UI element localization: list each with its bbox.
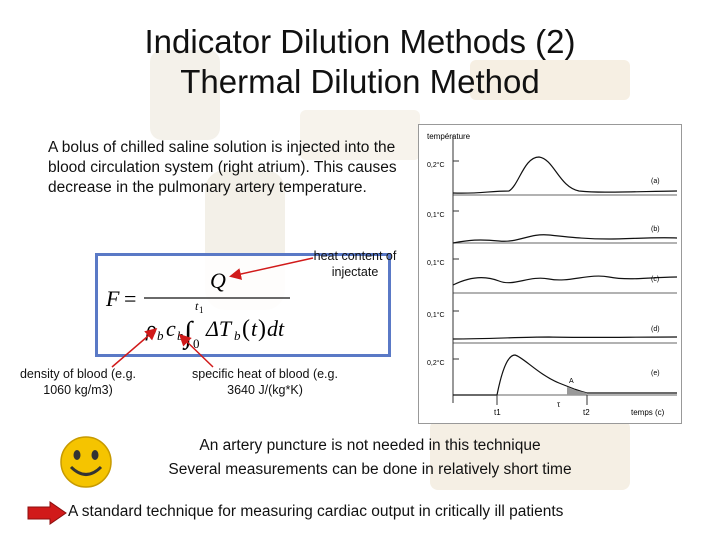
formula-rparen: ) <box>258 316 266 342</box>
specific-heat-annotation: specific heat of blood (e.g. 3640 J/(kg*… <box>192 367 338 397</box>
panel-b-curve <box>452 234 678 244</box>
heat-content-arrow <box>229 257 314 280</box>
formula-upper-sub: 1 <box>199 305 204 315</box>
intro-paragraph: A bolus of chilled saline solution is in… <box>48 139 397 196</box>
panel-e-tau: τ <box>557 400 561 409</box>
panel-e-area-label: A <box>569 378 574 385</box>
title-line-1: Indicator Dilution Methods (2) <box>144 23 576 60</box>
formula-equals: = <box>124 286 136 311</box>
formula-lparen: ( <box>242 316 250 342</box>
formula-delta-sub: b <box>234 328 241 343</box>
panel-e-curve <box>453 354 677 396</box>
panel-a-scale: 0,2°C <box>427 161 445 169</box>
bullet-line-2: Several measurements can be done in rela… <box>168 461 572 478</box>
t2-label: t2 <box>583 408 590 417</box>
panel-a-curve <box>452 156 678 194</box>
panel-d-curve <box>452 336 678 340</box>
formula-c: c <box>166 316 176 341</box>
panel-a-label: (a) <box>651 178 660 185</box>
smiley-face-icon <box>60 436 112 488</box>
density-arrow <box>111 328 158 368</box>
formula-t: t <box>251 316 258 341</box>
specific-heat-arrow <box>178 333 214 368</box>
formula-dt: dt <box>267 316 285 341</box>
temperature-curves-figure: température 0,2°C (a) 0,1°C (b) 0,1°C (c… <box>418 124 682 424</box>
cardiac-output-formula: F = Q ρ b c b ∫ t 1 0 ΔT b ( t ) dt <box>105 268 290 351</box>
panel-e-scale: 0,2°C <box>427 359 445 367</box>
t1-label: t1 <box>494 408 501 417</box>
formula-lhs: F <box>105 286 120 311</box>
formula-rho-sub: b <box>157 328 164 343</box>
panel-b-label: (b) <box>651 226 660 233</box>
panel-c-scale: 0,1°C <box>427 259 445 267</box>
bullet-text: An artery puncture is not needed in this… <box>120 434 620 482</box>
heat-content-annotation: heat content of injectate <box>313 249 397 279</box>
panel-d-label: (d) <box>651 326 660 333</box>
panel-e-area <box>567 387 587 395</box>
formula-upper: t <box>195 299 199 313</box>
panel-c-curve <box>452 275 678 286</box>
density-annotation: density of blood (e.g. 1060 kg/m3) <box>19 367 137 397</box>
formula-lower: 0 <box>193 336 200 351</box>
panel-c-label: (c) <box>651 276 659 283</box>
temperature-curves-svg: température 0,2°C (a) 0,1°C (b) 0,1°C (c… <box>427 132 678 417</box>
graph-x-label: temps (c) <box>631 408 665 417</box>
final-statement: A standard technique for measuring cardi… <box>68 503 564 520</box>
panel-d-scale: 0,1°C <box>427 311 445 319</box>
formula-numerator: Q <box>210 268 226 293</box>
title-line-2: Thermal Dilution Method <box>180 63 540 100</box>
bullet-line-1: An artery puncture is not needed in this… <box>199 437 541 454</box>
right-arrow-icon <box>27 501 67 525</box>
formula-delta: ΔT <box>205 316 233 341</box>
panel-b-scale: 0,1°C <box>427 211 445 219</box>
graph-title: température <box>427 132 471 141</box>
page-title: Indicator Dilution Methods (2) Thermal D… <box>60 22 660 102</box>
panel-e-label: (e) <box>651 370 660 377</box>
